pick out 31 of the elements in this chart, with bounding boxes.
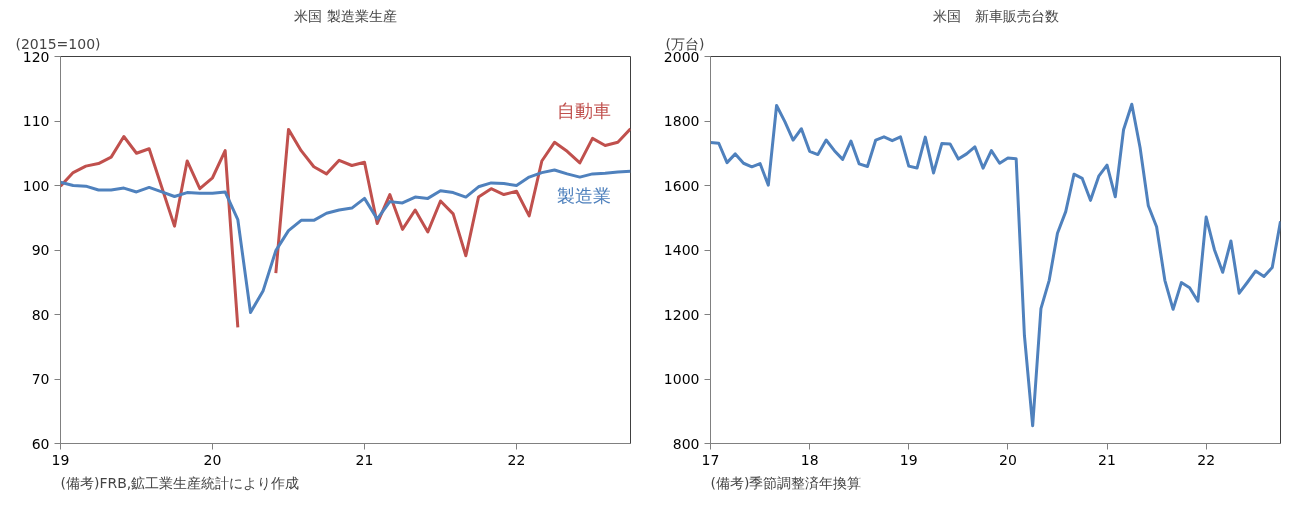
text: (備考)季節調整済年換算 — [710, 474, 862, 491]
y-tick-label: 100 — [22, 177, 50, 194]
line-series — [710, 102, 1281, 428]
series-label: 自動車 — [556, 99, 611, 121]
y-tick-label: 70 — [31, 371, 50, 387]
text: (備考)FRB,鉱工業生産統計により作成 — [60, 474, 300, 491]
y-tick-label: 90 — [31, 242, 50, 258]
y-tick-label: 1800 — [663, 113, 700, 129]
x-tick-label: 20 — [203, 451, 222, 468]
x-tick-label: 17 — [701, 451, 720, 468]
x-tick-label: 22 — [507, 451, 526, 468]
chart-title: 米国 新車販売台数 — [932, 7, 1059, 24]
x-tick-label: 22 — [1197, 451, 1216, 468]
chart-title: 米国 製造業生産 — [294, 7, 397, 24]
line-series — [60, 168, 631, 315]
x-tick-label: 19 — [51, 451, 70, 468]
x-tick-label: 21 — [1098, 451, 1116, 468]
y-tick-label: 800 — [672, 435, 700, 452]
y-axis-title: (万台) — [665, 35, 705, 52]
y-tick-label: 1600 — [663, 177, 700, 194]
x-tick-label: 19 — [899, 451, 918, 468]
y-tick-label: 60 — [31, 435, 50, 452]
x-tick-label: 20 — [998, 451, 1017, 468]
x-tick-label: 18 — [800, 451, 819, 468]
y-tick-label: 1200 — [663, 306, 700, 323]
series-label: 製造業 — [556, 185, 611, 207]
y-tick-label: 80 — [31, 306, 50, 323]
y-tick-label: 1400 — [663, 242, 700, 258]
y-tick-label: 1000 — [663, 371, 700, 387]
x-tick-label: 21 — [355, 451, 374, 468]
y-tick-label: 110 — [22, 113, 50, 129]
